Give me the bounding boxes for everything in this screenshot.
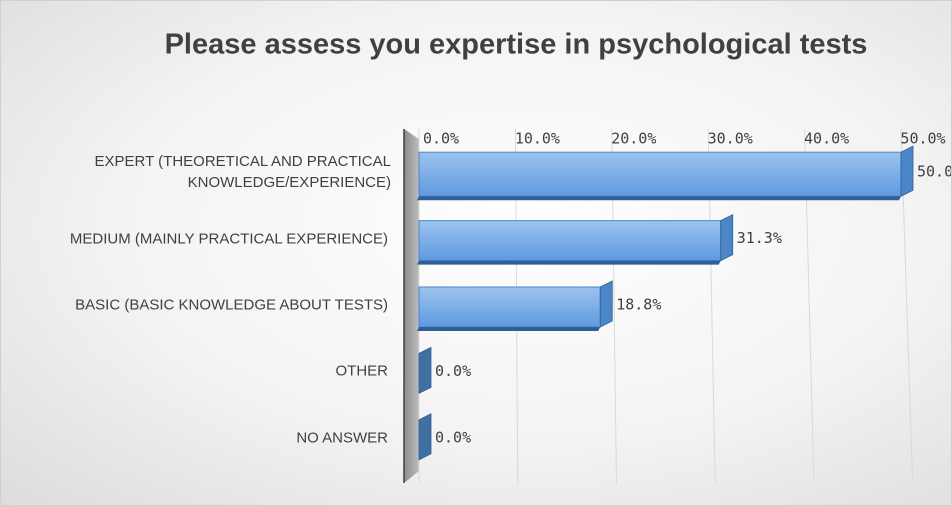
bar	[417, 213, 734, 265]
y-tick-label: NO ANSWER	[296, 429, 388, 447]
bar-front	[418, 220, 722, 262]
bar-bottom	[417, 327, 601, 331]
bar-bottom	[417, 196, 901, 201]
chart-title: Please assess you expertise in psycholog…	[165, 29, 868, 61]
bar-side	[418, 413, 432, 461]
x-tick-label: 40.0%	[804, 130, 849, 148]
bar-front	[418, 286, 601, 328]
y-tick-label: MEDIUM (MAINLY PRACTICAL EXPERIENCE)	[69, 230, 388, 248]
y-tick-label: OTHER	[335, 362, 389, 380]
bar-front	[418, 151, 902, 197]
bar	[418, 346, 432, 395]
x-tick-label: 20.0%	[611, 130, 656, 148]
value-label: 0.0%	[435, 428, 471, 446]
value-label: 0.0%	[435, 362, 471, 380]
bar-side	[418, 346, 432, 395]
bar-side	[720, 213, 734, 262]
x-tick-label: 10.0%	[515, 130, 560, 148]
y-tick-label: BASIC (BASIC KNOWLEDGE ABOUT TESTS)	[75, 296, 388, 314]
value-label: 31.3%	[737, 229, 782, 247]
value-label: 50.0%	[917, 163, 951, 181]
x-tick-label: 50.0%	[900, 130, 945, 148]
x-tick-label: 0.0%	[423, 130, 459, 148]
bar-bottom	[417, 260, 721, 265]
bar-side	[900, 145, 914, 197]
bar	[417, 145, 914, 201]
back-wall	[404, 129, 419, 483]
value-label: 18.8%	[616, 296, 661, 314]
x-tick-label: 30.0%	[708, 130, 753, 148]
bar	[418, 413, 432, 461]
y-tick-label: EXPERT (THEORETICAL AND PRACTICAL KNOWLE…	[94, 153, 391, 192]
bar	[417, 280, 613, 331]
bar-side	[599, 280, 613, 328]
